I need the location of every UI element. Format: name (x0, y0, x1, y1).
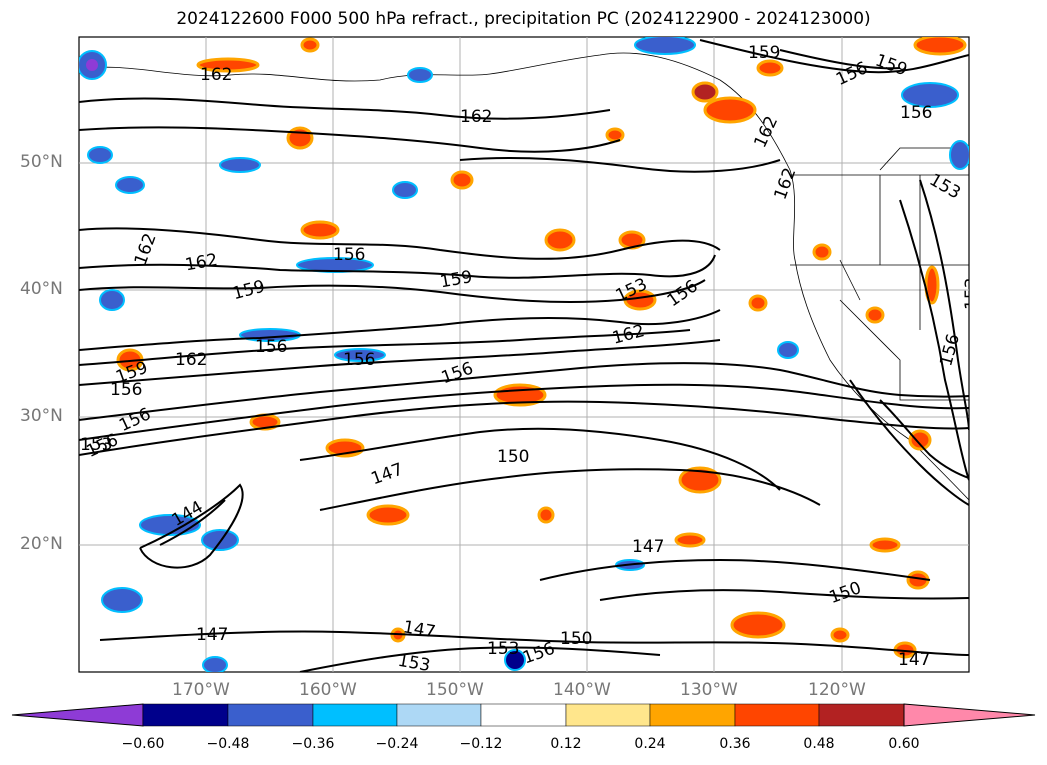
lon-label: 120°W (808, 680, 866, 700)
colorbar-bin (818, 703, 905, 727)
colorbar-extend-right (903, 703, 1036, 727)
contour-label: 156 (900, 103, 932, 123)
colorbar-extend-left (11, 703, 144, 727)
colorbar-tick-label: 0.60 (888, 736, 920, 752)
lat-label: 40°N (20, 279, 63, 299)
colorbar (11, 703, 1036, 727)
lat-label: 20°N (20, 534, 63, 554)
contour-label: 159 (748, 43, 780, 63)
colorbar-tick-label: −0.48 (206, 736, 250, 752)
map-title: 2024122600 F000 500 hPa refract., precip… (176, 9, 871, 29)
colorbar-bin (480, 703, 567, 727)
colorbar-tick-label: 0.48 (803, 736, 835, 752)
lat-label: 50°N (20, 152, 63, 172)
lon-label: 150°W (426, 680, 484, 700)
contour-label: 153 (80, 435, 112, 455)
colorbar-bin (734, 703, 820, 727)
precip-negative (79, 37, 969, 672)
contour-label: 147 (898, 650, 930, 670)
colorbar-tick-label: −0.60 (121, 736, 165, 752)
colorbar-bin (565, 703, 651, 727)
colorbar-tick-label: −0.12 (459, 736, 503, 752)
contour-lines (79, 39, 969, 672)
colorbar-tick-label: 0.24 (634, 736, 666, 752)
contour-label: 162 (460, 107, 492, 127)
colorbar-tick-label: −0.36 (291, 736, 335, 752)
contour-label: 153 (962, 278, 982, 310)
contour-label: 156 (110, 380, 142, 400)
lat-label: 30°N (20, 406, 63, 426)
colorbar-tick-label: 0.36 (719, 736, 751, 752)
contour-label: 150 (497, 447, 529, 467)
lon-label: 130°W (680, 680, 738, 700)
lon-label: 170°W (172, 680, 230, 700)
contour-label: 162 (175, 350, 207, 370)
contour-label: 156 (343, 350, 375, 370)
contour-label: 156 (333, 245, 365, 265)
contour-label: 150 (560, 629, 592, 649)
colorbar-tick-label: 0.12 (550, 736, 582, 752)
coastline (79, 52, 969, 501)
colorbar-tick-label: −0.24 (375, 736, 419, 752)
contour-label: 153 (487, 639, 519, 659)
contour-label: 147 (196, 625, 228, 645)
colorbar-bin (312, 703, 398, 727)
colorbar-bin (142, 703, 229, 727)
contour-label: 156 (255, 337, 287, 357)
colorbar-bin (396, 703, 482, 727)
precip-positive (116, 37, 967, 659)
colorbar-bin (227, 703, 314, 727)
contour-label: 162 (200, 65, 232, 85)
lon-label: 160°W (299, 680, 357, 700)
contour-label: 147 (632, 537, 664, 557)
colorbar-bin (649, 703, 736, 727)
contour-label: 153 (396, 651, 431, 676)
lon-label: 140°W (553, 680, 611, 700)
